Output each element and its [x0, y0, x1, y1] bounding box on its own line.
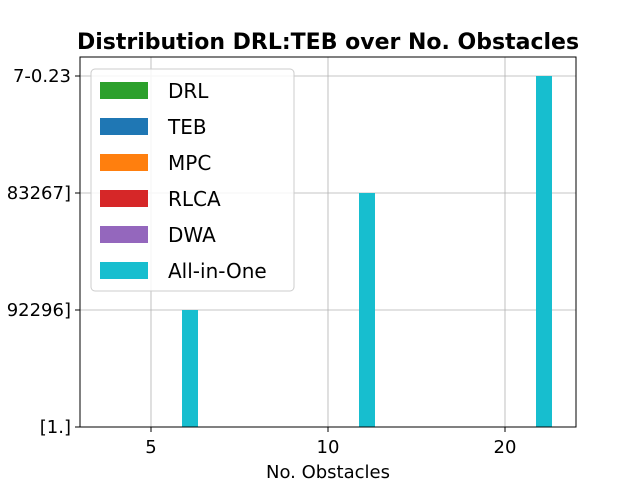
- x-axis: 5 10 20: [145, 427, 516, 458]
- legend-label: DWA: [168, 223, 216, 247]
- y-tick-label: [1.]: [40, 417, 71, 438]
- y-tick-label: 83267]: [7, 183, 71, 204]
- x-axis-label: No. Obstacles: [266, 462, 390, 480]
- legend: DRL TEB MPC RLCA DWA All-in-One: [90, 68, 295, 292]
- legend-label: RLCA: [168, 187, 221, 211]
- y-tick-label: 7-0.23: [13, 66, 71, 87]
- bars: [182, 76, 552, 427]
- legend-swatch: [100, 190, 148, 207]
- x-tick-label: 10: [317, 437, 340, 458]
- legend-swatch: [100, 82, 148, 99]
- x-tick-label: 20: [494, 437, 517, 458]
- bar-all-in-one: [182, 310, 198, 427]
- x-tick-label: 5: [145, 437, 156, 458]
- bar-all-in-one: [359, 193, 375, 427]
- chart-title: Distribution DRL:TEB over No. Obstacles: [77, 30, 579, 55]
- legend-label: MPC: [168, 151, 211, 175]
- y-tick-label: 92296]: [7, 300, 71, 321]
- y-axis: [1.] 92296] 83267] 7-0.23: [7, 66, 80, 438]
- legend-label: DRL: [168, 79, 209, 103]
- legend-label: TEB: [167, 115, 207, 139]
- legend-label: All-in-One: [168, 259, 267, 283]
- legend-swatch: [100, 118, 148, 135]
- legend-swatch: [100, 262, 148, 279]
- bar-all-in-one: [536, 76, 552, 427]
- legend-swatch: [100, 226, 148, 243]
- legend-swatch: [100, 154, 148, 171]
